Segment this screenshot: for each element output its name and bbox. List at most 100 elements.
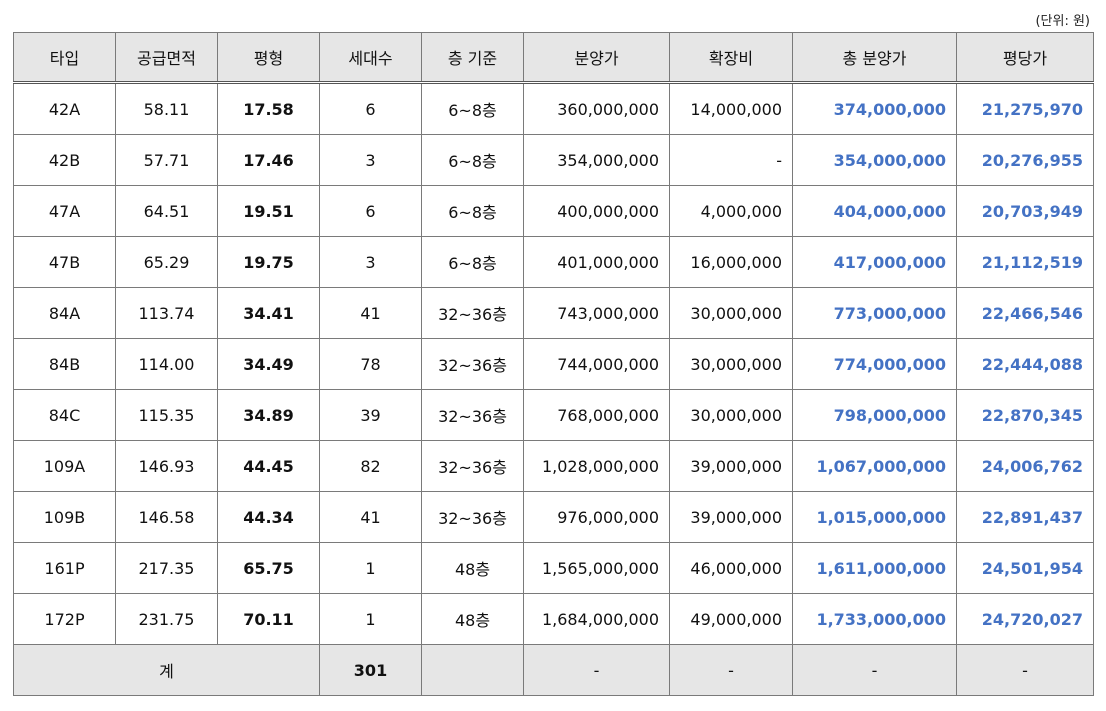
- cell-price: 744,000,000: [523, 338, 670, 390]
- cell-pyeong: 44.45: [217, 440, 320, 492]
- cell-floor: 6~8층: [421, 185, 524, 237]
- cell-supply-area: 114.00: [115, 338, 218, 390]
- cell-pyeong: 17.46: [217, 134, 320, 186]
- total-price: -: [523, 644, 670, 696]
- cell-floor: 48층: [421, 593, 524, 645]
- cell-total-price: 404,000,000: [792, 185, 957, 237]
- cell-units: 39: [319, 389, 422, 441]
- cell-type: 47A: [13, 185, 116, 237]
- table-row: 84B 114.00 34.49 78 32~36층 744,000,000 30,000,…: [13, 338, 1094, 390]
- cell-total-price: 1,611,000,000: [792, 542, 957, 594]
- cell-price-per-pyeong: 22,444,088: [956, 338, 1094, 390]
- cell-type: 84B: [13, 338, 116, 390]
- cell-price: 743,000,000: [523, 287, 670, 339]
- table-row: 42B 57.71 17.46 3 6~8층 354,000,000-354,000,00…: [13, 134, 1094, 186]
- header-supply-area: 공급면적: [115, 32, 218, 84]
- cell-supply-area: 146.58: [115, 491, 218, 543]
- cell-type: 172P: [13, 593, 116, 645]
- cell-price-per-pyeong: 21,112,519: [956, 236, 1094, 288]
- cell-extension-cost: 14,000,000: [669, 82, 793, 135]
- cell-price: 1,565,000,000: [523, 542, 670, 594]
- cell-supply-area: 57.71: [115, 134, 218, 186]
- cell-total-price: 1,733,000,000: [792, 593, 957, 645]
- cell-price-per-pyeong: 20,703,949: [956, 185, 1094, 237]
- cell-price-per-pyeong: 24,720,027: [956, 593, 1094, 645]
- cell-floor: 32~36층: [421, 389, 524, 441]
- header-total-price: 총 분양가: [792, 32, 957, 84]
- cell-total-price: 798,000,000: [792, 389, 957, 441]
- cell-total-price: 354,000,000: [792, 134, 957, 186]
- total-total-price: -: [792, 644, 957, 696]
- total-extension-cost: -: [669, 644, 793, 696]
- cell-floor: 6~8층: [421, 82, 524, 135]
- cell-floor: 6~8층: [421, 134, 524, 186]
- cell-extension-cost: 16,000,000: [669, 236, 793, 288]
- table-row: 42A 58.11 17.58 6 6~8층 360,000,000 14,000,000 3…: [13, 82, 1094, 135]
- header-type: 타입: [13, 32, 116, 84]
- cell-price-per-pyeong: 21,275,970: [956, 82, 1094, 135]
- cell-pyeong: 17.58: [217, 82, 320, 135]
- total-price-per-pyeong: -: [956, 644, 1094, 696]
- cell-price-per-pyeong: 24,501,954: [956, 542, 1094, 594]
- table-row: 172P 231.75 70.11 1 48층 1,684,000,000 49,000,0…: [13, 593, 1094, 645]
- cell-price: 360,000,000: [523, 82, 670, 135]
- cell-price-per-pyeong: 20,276,955: [956, 134, 1094, 186]
- cell-price: 976,000,000: [523, 491, 670, 543]
- total-units: 301: [319, 644, 422, 696]
- cell-extension-cost: 4,000,000: [669, 185, 793, 237]
- table-body: 42A 58.11 17.58 6 6~8층 360,000,000 14,000,000 3…: [13, 82, 1094, 645]
- cell-type: 161P: [13, 542, 116, 594]
- unit-note: (단위: 원): [1035, 14, 1090, 29]
- cell-price-per-pyeong: 22,891,437: [956, 491, 1094, 543]
- cell-type: 42A: [13, 82, 116, 135]
- cell-pyeong: 34.41: [217, 287, 320, 339]
- cell-supply-area: 115.35: [115, 389, 218, 441]
- cell-extension-cost: 39,000,000: [669, 440, 793, 492]
- cell-extension-cost: 49,000,000: [669, 593, 793, 645]
- cell-pyeong: 34.49: [217, 338, 320, 390]
- cell-type: 47B: [13, 236, 116, 288]
- header-extension-cost: 확장비: [669, 32, 793, 84]
- cell-floor: 6~8층: [421, 236, 524, 288]
- table-row: 109A 146.93 44.45 82 32~36층 1,028,000,000 39,0…: [13, 440, 1094, 492]
- cell-price-per-pyeong: 24,006,762: [956, 440, 1094, 492]
- cell-floor: 32~36층: [421, 491, 524, 543]
- cell-extension-cost: -: [669, 134, 793, 186]
- cell-total-price: 1,067,000,000: [792, 440, 957, 492]
- cell-type: 84C: [13, 389, 116, 441]
- cell-total-price: 774,000,000: [792, 338, 957, 390]
- cell-type: 109B: [13, 491, 116, 543]
- table-row: 84A 113.74 34.41 41 32~36층 743,000,000 30,000,…: [13, 287, 1094, 339]
- header-row: 타입 공급면적 평형 세대수 층 기준 분양가 확장비 총 분양가 평당가: [13, 32, 1094, 84]
- cell-units: 41: [319, 287, 422, 339]
- cell-extension-cost: 46,000,000: [669, 542, 793, 594]
- cell-supply-area: 65.29: [115, 236, 218, 288]
- cell-extension-cost: 30,000,000: [669, 338, 793, 390]
- table-row: 47B 65.29 19.75 3 6~8층 401,000,000 16,000,000 4…: [13, 236, 1094, 288]
- header-price: 분양가: [523, 32, 670, 84]
- cell-units: 6: [319, 82, 422, 135]
- cell-floor: 32~36층: [421, 440, 524, 492]
- table-row: 109B 146.58 44.34 41 32~36층 976,000,000 39,000…: [13, 491, 1094, 543]
- cell-units: 41: [319, 491, 422, 543]
- cell-floor: 48층: [421, 542, 524, 594]
- cell-pyeong: 34.89: [217, 389, 320, 441]
- cell-units: 82: [319, 440, 422, 492]
- total-row: 계 301 - - - -: [13, 644, 1094, 696]
- cell-pyeong: 44.34: [217, 491, 320, 543]
- cell-total-price: 417,000,000: [792, 236, 957, 288]
- cell-pyeong: 65.75: [217, 542, 320, 594]
- cell-pyeong: 70.11: [217, 593, 320, 645]
- cell-type: 109A: [13, 440, 116, 492]
- cell-units: 78: [319, 338, 422, 390]
- cell-total-price: 773,000,000: [792, 287, 957, 339]
- total-label: 계: [13, 644, 320, 696]
- cell-price-per-pyeong: 22,466,546: [956, 287, 1094, 339]
- cell-price: 1,028,000,000: [523, 440, 670, 492]
- header-pyeong: 평형: [217, 32, 320, 84]
- cell-supply-area: 113.74: [115, 287, 218, 339]
- cell-type: 84A: [13, 287, 116, 339]
- cell-extension-cost: 39,000,000: [669, 491, 793, 543]
- cell-supply-area: 217.35: [115, 542, 218, 594]
- cell-price: 401,000,000: [523, 236, 670, 288]
